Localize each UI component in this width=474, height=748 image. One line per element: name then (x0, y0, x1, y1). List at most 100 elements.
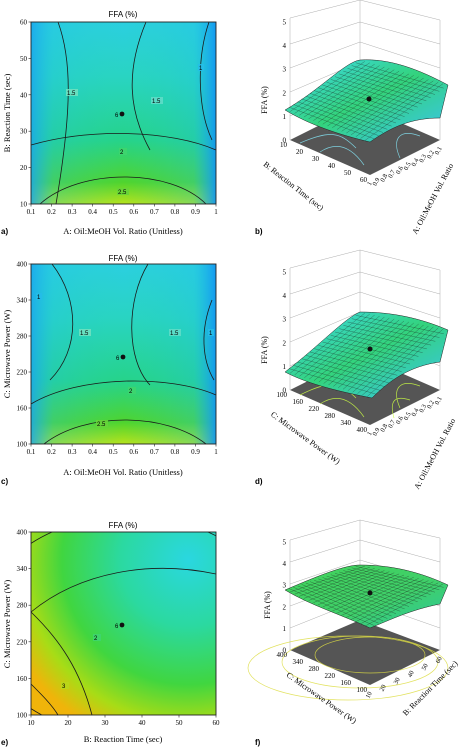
panel-f-zlabel: FFA (%) (263, 591, 272, 619)
x-tick-label: 0.5 (109, 448, 118, 456)
x-tick-label: 1 (214, 208, 218, 216)
x-tick-label: 160 (293, 398, 304, 406)
y-tick-label: 1 (366, 431, 374, 437)
x-tick-label: 0.9 (191, 208, 200, 216)
y-tick-label: 0.9 (372, 427, 382, 437)
y-tick-label: 0.1 (434, 146, 444, 156)
y-tick-label: 20 (20, 164, 28, 172)
z-tick-label: 2 (283, 603, 287, 611)
panel-b-label: b) (255, 227, 263, 236)
x-tick-label: 0.6 (129, 208, 138, 216)
panel-d-zlabel: FFA (%) (260, 336, 269, 364)
y-tick-label: 20 (379, 684, 388, 693)
panel-a-center-label: 6 (115, 113, 119, 119)
z-tick-label: 0 (283, 137, 287, 145)
z-tick-label: 0 (283, 647, 287, 655)
y-tick-label: 0.3 (418, 403, 428, 413)
y-tick-label: 0.8 (379, 173, 389, 183)
x-tick-label: 0.5 (109, 208, 118, 216)
x-tick-label: 400 (357, 426, 368, 434)
panel-a-ylabel: B: Reaction Time (sec) (2, 74, 12, 153)
x-tick-label: 1 (214, 448, 218, 456)
z-tick-label: 4 (283, 560, 287, 568)
contour-label: 1.5 (67, 91, 76, 97)
contour-label: 2 (129, 389, 133, 395)
contour-label: 1.5 (152, 99, 161, 105)
z-tick-label: 1 (283, 625, 287, 633)
z-tick-label: 5 (283, 19, 287, 27)
y-tick-label: 0.4 (410, 407, 420, 418)
y-tick-label: 0.2 (426, 150, 436, 160)
y-tick-label: 0.2 (426, 400, 436, 410)
x-tick-label: 50 (344, 169, 352, 177)
panel-e-center-label: 6 (115, 624, 119, 630)
panel-a-title: FFA (%) (109, 10, 138, 19)
contour-label: 1 (199, 66, 203, 72)
panel-c: FFA (%) 6 1.5 1.5 2 2.5 1 1 0.1 0.2 0.3 0. (1, 254, 218, 486)
x-tick-label: 0.8 (171, 208, 180, 216)
x-tick-label: 220 (325, 672, 336, 680)
panel-e: FFA (%) 6 2 3 10 20 30 40 50 60 100 160 220 280 34… (1, 521, 221, 747)
y-tick-label: 10 (20, 201, 28, 209)
x-tick-label: 40 (328, 162, 336, 170)
y-tick-label: 0.7 (387, 418, 397, 429)
z-tick-label: 5 (283, 269, 287, 277)
x-tick-label: 400 (277, 651, 288, 659)
y-tick-label: 280 (17, 333, 28, 341)
y-tick-label: 0.3 (418, 153, 428, 163)
y-tick-label: 220 (17, 369, 28, 377)
y-tick-label: 50 (20, 55, 28, 63)
panel-e-title: FFA (%) (109, 521, 138, 530)
y-tick-label: 0.1 (434, 396, 444, 406)
y-tick-label: 0.5 (403, 411, 413, 421)
x-tick-label: 0.8 (171, 448, 180, 456)
y-tick-label: 50 (421, 663, 430, 672)
panel-e-ylabel: C: Microwave Power (W) (2, 580, 12, 669)
z-tick-label: 3 (283, 582, 287, 590)
panel-c-ylabel: C: Microwave Power (W) (2, 310, 12, 399)
y-tick-label: 220 (17, 638, 28, 646)
z-tick-label: 3 (283, 316, 287, 324)
z-tick-label: 2 (283, 89, 287, 97)
panel-a: FFA (%) 6 1.5 1.5 2 2.5 1 0.1 0.2 0.3 0.4 0.… (1, 10, 218, 236)
x-tick-label: 160 (341, 679, 352, 687)
z-tick-label: 1 (283, 113, 287, 121)
z-tick-label: 4 (283, 42, 287, 50)
contour-label: 2 (120, 150, 124, 156)
x-tick-label: 220 (309, 405, 320, 413)
panel-c-title: FFA (%) (109, 254, 138, 263)
y-tick-label: 60 (435, 656, 444, 665)
x-tick-label: 0.7 (150, 208, 159, 216)
x-tick-label: 60 (213, 719, 221, 727)
panel-b: 0123451020304050600.10.20.30.40.50.60.70… (255, 0, 455, 236)
x-tick-label: 20 (65, 719, 73, 727)
y-tick-label: 340 (17, 297, 28, 305)
x-tick-label: 30 (102, 719, 110, 727)
x-tick-label: 340 (341, 419, 352, 427)
y-tick-label: 1 (366, 181, 374, 187)
panel-e-label: e) (1, 738, 8, 747)
y-tick-label: 10 (365, 691, 374, 700)
y-tick-label: 400 (17, 529, 28, 537)
y-tick-label: 40 (20, 91, 28, 99)
panel-d-ylabel: A: Oil:MeOH Vol. Ratio (412, 417, 457, 491)
y-tick-label: 160 (17, 675, 28, 683)
contour-label: 3 (62, 684, 66, 690)
panel-c-xlabel: A: Oil:MeOH Vol. Ratio (Unitless) (63, 467, 183, 477)
contour-label: 1.5 (170, 331, 179, 337)
x-tick-label: 100 (357, 686, 368, 694)
y-tick-label: 100 (17, 712, 28, 720)
contour-label: 2.5 (118, 190, 127, 196)
x-tick-label: 100 (277, 391, 288, 399)
panel-b-ylabel: A: Oil:MeOH Vol. Ratio (410, 162, 455, 236)
y-tick-label: 160 (17, 405, 28, 413)
y-tick-label: 0.6 (395, 164, 405, 175)
panel-d: 0123451001602202803404000.10.20.30.40.50… (255, 249, 457, 491)
x-tick-label: 0.3 (68, 208, 77, 216)
x-tick-label: 40 (139, 719, 147, 727)
contour-label: 2.5 (97, 422, 106, 428)
contour-label: 1.5 (80, 331, 89, 337)
panel-a-xlabel: A: Oil:MeOH Vol. Ratio (Unitless) (63, 226, 183, 236)
x-tick-label: 0.1 (27, 208, 36, 216)
